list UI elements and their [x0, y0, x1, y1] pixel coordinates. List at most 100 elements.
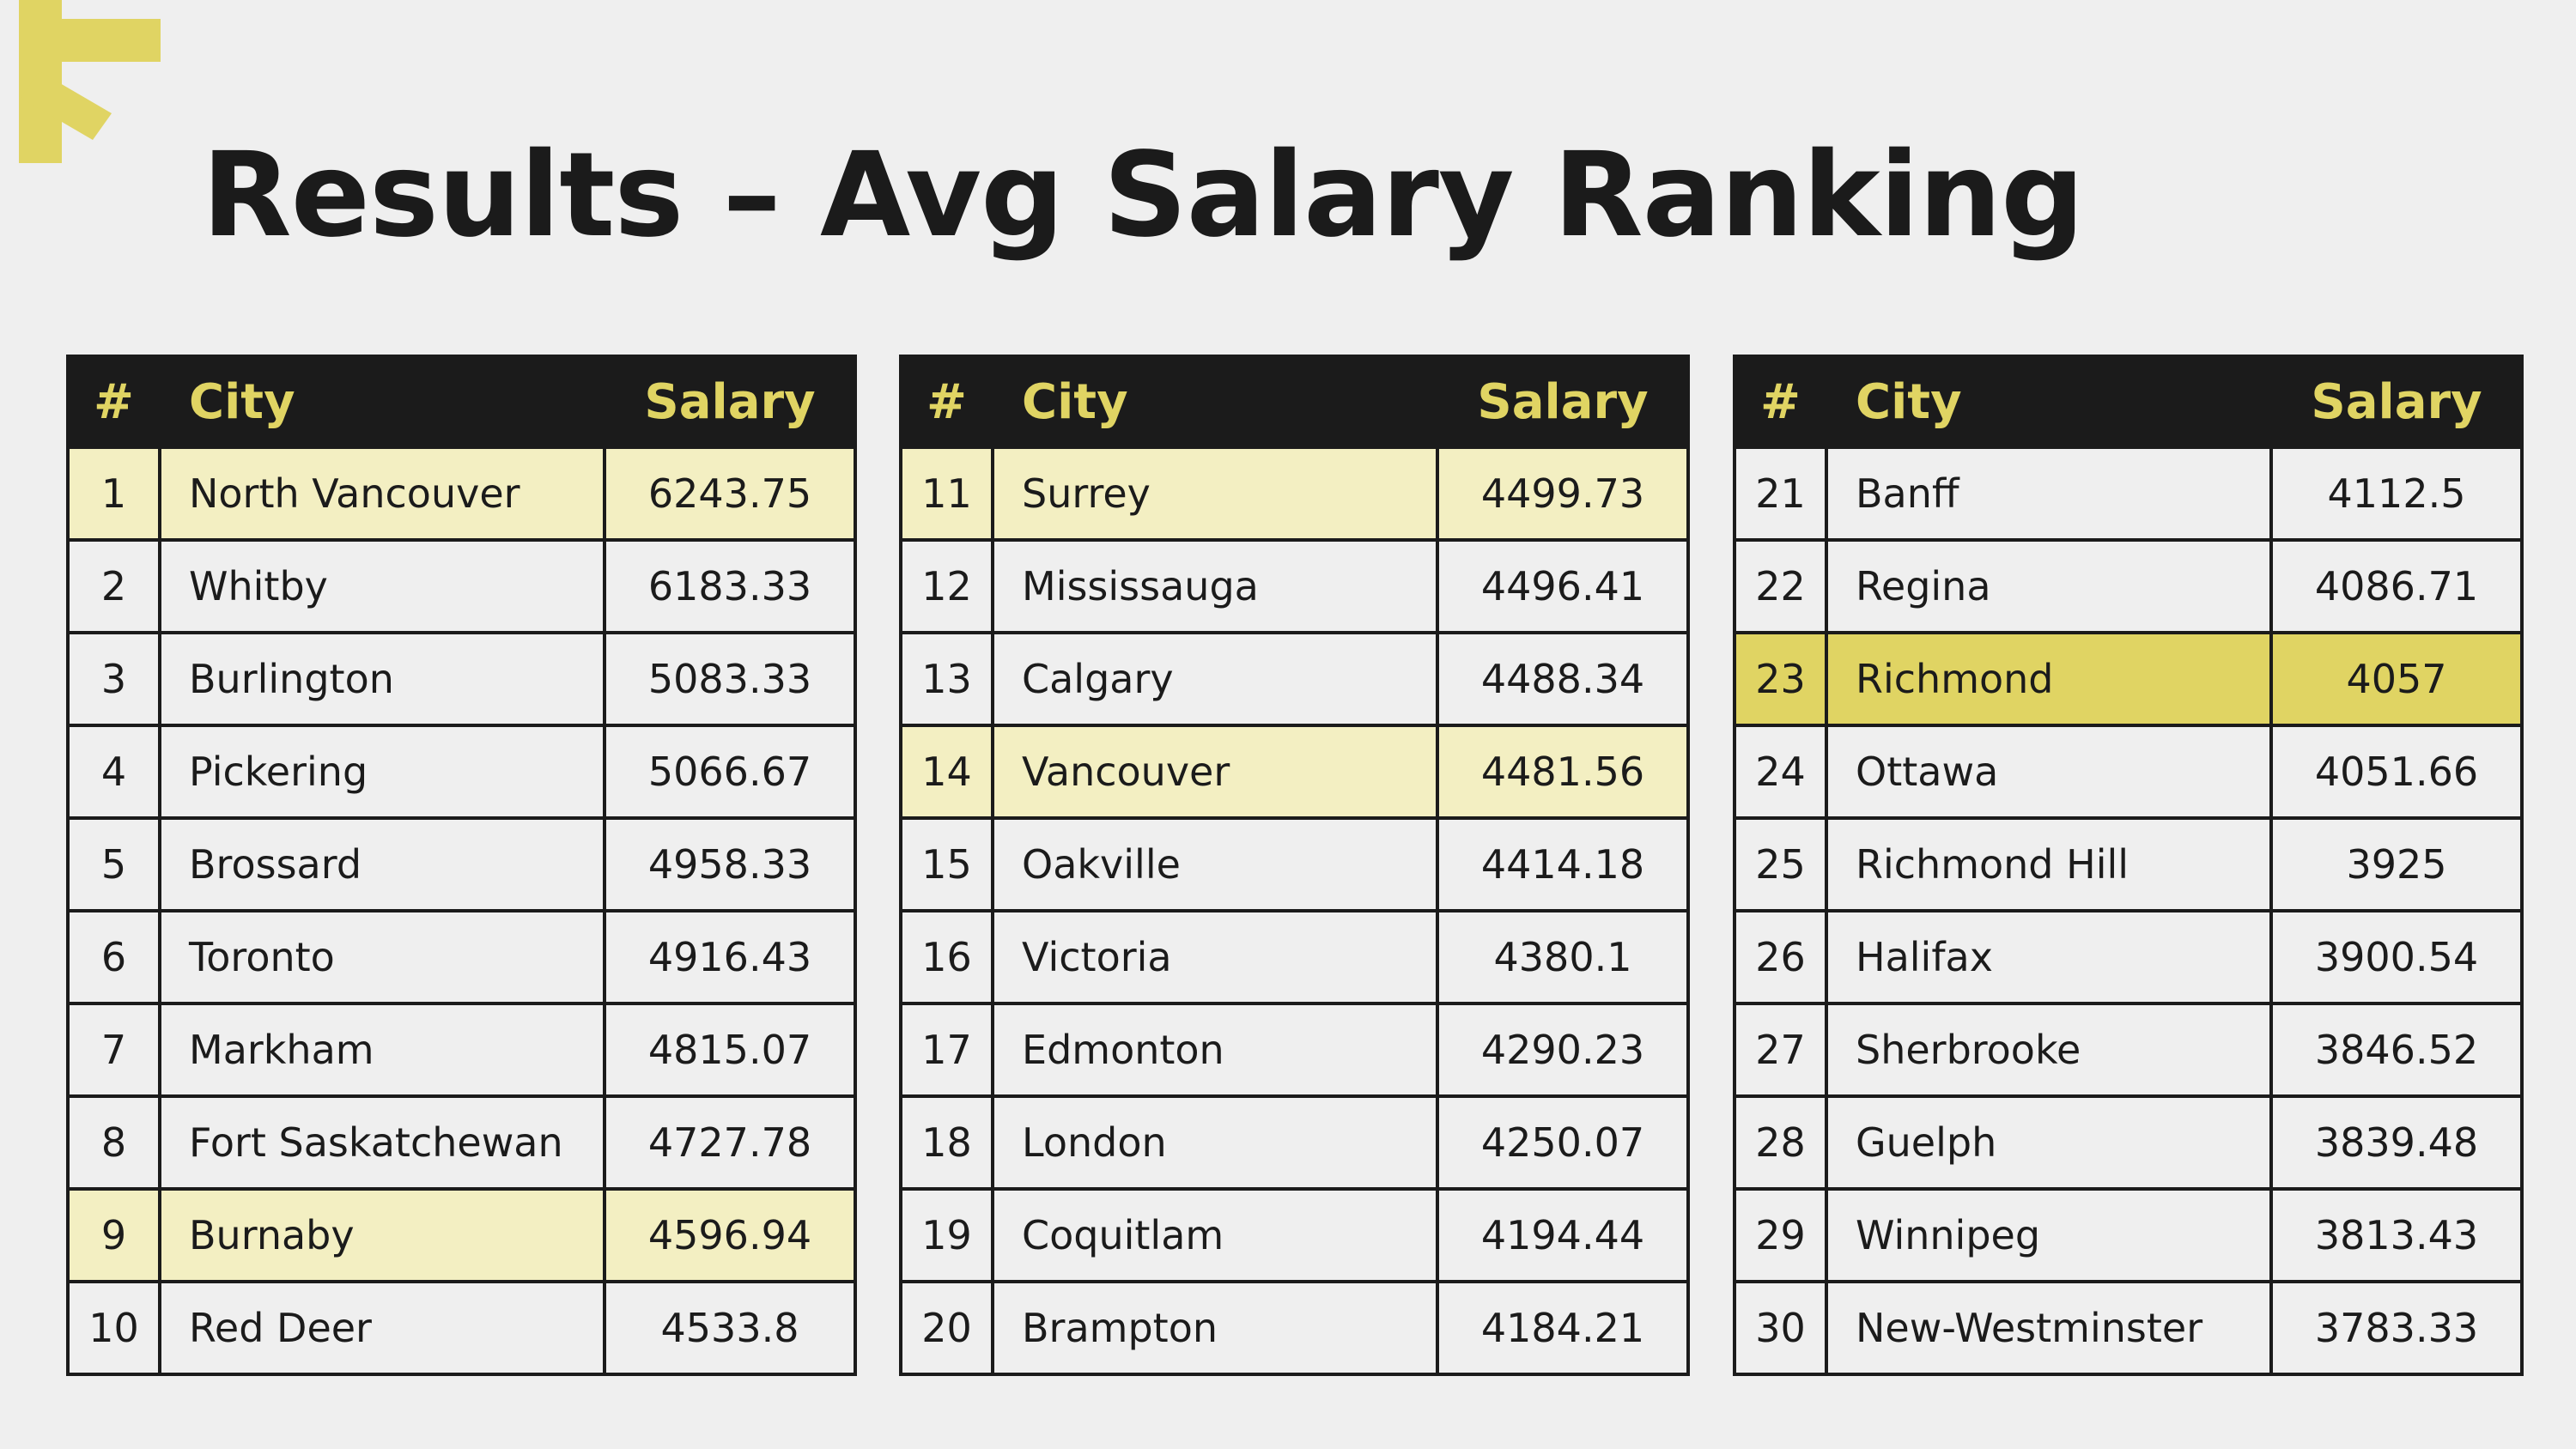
city-cell: Red Deer	[158, 1280, 606, 1376]
city-cell: Pickering	[158, 724, 606, 820]
rank-cell: 23	[1733, 631, 1828, 727]
salary-cell: 3813.43	[2269, 1187, 2524, 1283]
rank-cell: 4	[66, 724, 161, 820]
city-cell: Ottawa	[1825, 724, 2273, 820]
city-cell: Guelph	[1825, 1094, 2273, 1191]
header-salary: Salary	[2269, 355, 2524, 449]
city-cell: Surrey	[991, 446, 1439, 542]
salary-cell: 4194.44	[1436, 1187, 1690, 1283]
salary-cell: 4051.66	[2269, 724, 2524, 820]
table-row: 16 Victoria 4380.1	[899, 909, 1690, 1005]
salary-cell: 3783.33	[2269, 1280, 2524, 1376]
salary-cell: 3900.54	[2269, 909, 2524, 1005]
rank-cell: 19	[899, 1187, 994, 1283]
table-row: 21 Banff 4112.5	[1733, 446, 2524, 542]
table-row: 23 Richmond 4057	[1733, 631, 2524, 727]
salary-cell: 4290.23	[1436, 1002, 1690, 1098]
rank-cell: 8	[66, 1094, 161, 1191]
table-row: 5 Brossard 4958.33	[66, 816, 857, 912]
rank-cell: 7	[66, 1002, 161, 1098]
salary-cell: 4380.1	[1436, 909, 1690, 1005]
table-row: 20 Brampton 4184.21	[899, 1280, 1690, 1376]
rank-cell: 12	[899, 538, 994, 634]
table-header-row: # City Salary	[899, 355, 1690, 449]
table-row: 10 Red Deer 4533.8	[66, 1280, 857, 1376]
salary-cell: 4481.56	[1436, 724, 1690, 820]
rank-cell: 6	[66, 909, 161, 1005]
header-city: City	[991, 355, 1439, 449]
salary-cell: 4533.8	[603, 1280, 857, 1376]
table-row: 15 Oakville 4414.18	[899, 816, 1690, 912]
salary-cell: 4499.73	[1436, 446, 1690, 542]
table-row: 6 Toronto 4916.43	[66, 909, 857, 1005]
city-cell: Winnipeg	[1825, 1187, 2273, 1283]
table-row: 29 Winnipeg 3813.43	[1733, 1187, 2524, 1283]
city-cell: North Vancouver	[158, 446, 606, 542]
table-row: 1 North Vancouver 6243.75	[66, 446, 857, 542]
table-row: 2 Whitby 6183.33	[66, 538, 857, 634]
rank-cell: 17	[899, 1002, 994, 1098]
city-cell: Coquitlam	[991, 1187, 1439, 1283]
salary-cell: 4727.78	[603, 1094, 857, 1191]
rank-cell: 13	[899, 631, 994, 727]
rank-cell: 28	[1733, 1094, 1828, 1191]
salary-cell: 6243.75	[603, 446, 857, 542]
rank-cell: 10	[66, 1280, 161, 1376]
rank-cell: 2	[66, 538, 161, 634]
city-cell: Victoria	[991, 909, 1439, 1005]
salary-cell: 6183.33	[603, 538, 857, 634]
rank-cell: 3	[66, 631, 161, 727]
rank-cell: 1	[66, 446, 161, 542]
table-row: 13 Calgary 4488.34	[899, 631, 1690, 727]
table-row: 4 Pickering 5066.67	[66, 724, 857, 820]
table-row: 18 London 4250.07	[899, 1094, 1690, 1191]
city-cell: Regina	[1825, 538, 2273, 634]
salary-cell: 4496.41	[1436, 538, 1690, 634]
city-cell: Oakville	[991, 816, 1439, 912]
table-row: 17 Edmonton 4290.23	[899, 1002, 1690, 1098]
city-cell: London	[991, 1094, 1439, 1191]
table-row: 8 Fort Saskatchewan 4727.78	[66, 1094, 857, 1191]
rank-cell: 9	[66, 1187, 161, 1283]
rank-cell: 16	[899, 909, 994, 1005]
table-row: 28 Guelph 3839.48	[1733, 1094, 2524, 1191]
city-cell: Brampton	[991, 1280, 1439, 1376]
table-row: 12 Mississauga 4496.41	[899, 538, 1690, 634]
rank-cell: 22	[1733, 538, 1828, 634]
table-row: 24 Ottawa 4051.66	[1733, 724, 2524, 820]
city-cell: Vancouver	[991, 724, 1439, 820]
table-row: 22 Regina 4086.71	[1733, 538, 2524, 634]
salary-cell: 4488.34	[1436, 631, 1690, 727]
city-cell: Toronto	[158, 909, 606, 1005]
header-salary: Salary	[1436, 355, 1690, 449]
table-row: 26 Halifax 3900.54	[1733, 909, 2524, 1005]
rank-cell: 24	[1733, 724, 1828, 820]
city-cell: New-Westminster	[1825, 1280, 2273, 1376]
header-num: #	[899, 355, 994, 449]
rank-cell: 15	[899, 816, 994, 912]
salary-cell: 3839.48	[2269, 1094, 2524, 1191]
table-row: 9 Burnaby 4596.94	[66, 1187, 857, 1283]
table-row: 11 Surrey 4499.73	[899, 446, 1690, 542]
salary-cell: 4916.43	[603, 909, 857, 1005]
header-city: City	[158, 355, 606, 449]
city-cell: Burlington	[158, 631, 606, 727]
rank-cell: 21	[1733, 446, 1828, 542]
table-row: 19 Coquitlam 4194.44	[899, 1187, 1690, 1283]
salary-cell: 4596.94	[603, 1187, 857, 1283]
salary-cell: 3925	[2269, 816, 2524, 912]
header-num: #	[66, 355, 161, 449]
salary-cell: 4815.07	[603, 1002, 857, 1098]
asterisk-burst-icon	[19, 0, 161, 163]
salary-cell: 4184.21	[1436, 1280, 1690, 1376]
rank-cell: 27	[1733, 1002, 1828, 1098]
city-cell: Burnaby	[158, 1187, 606, 1283]
city-cell: Markham	[158, 1002, 606, 1098]
rank-cell: 30	[1733, 1280, 1828, 1376]
ranking-table-2: # City Salary 11 Surrey 4499.73 12 Mississau…	[899, 355, 1690, 1376]
salary-cell: 4958.33	[603, 816, 857, 912]
salary-cell: 4250.07	[1436, 1094, 1690, 1191]
salary-cell: 3846.52	[2269, 1002, 2524, 1098]
table-row: 27 Sherbrooke 3846.52	[1733, 1002, 2524, 1098]
rank-cell: 25	[1733, 816, 1828, 912]
